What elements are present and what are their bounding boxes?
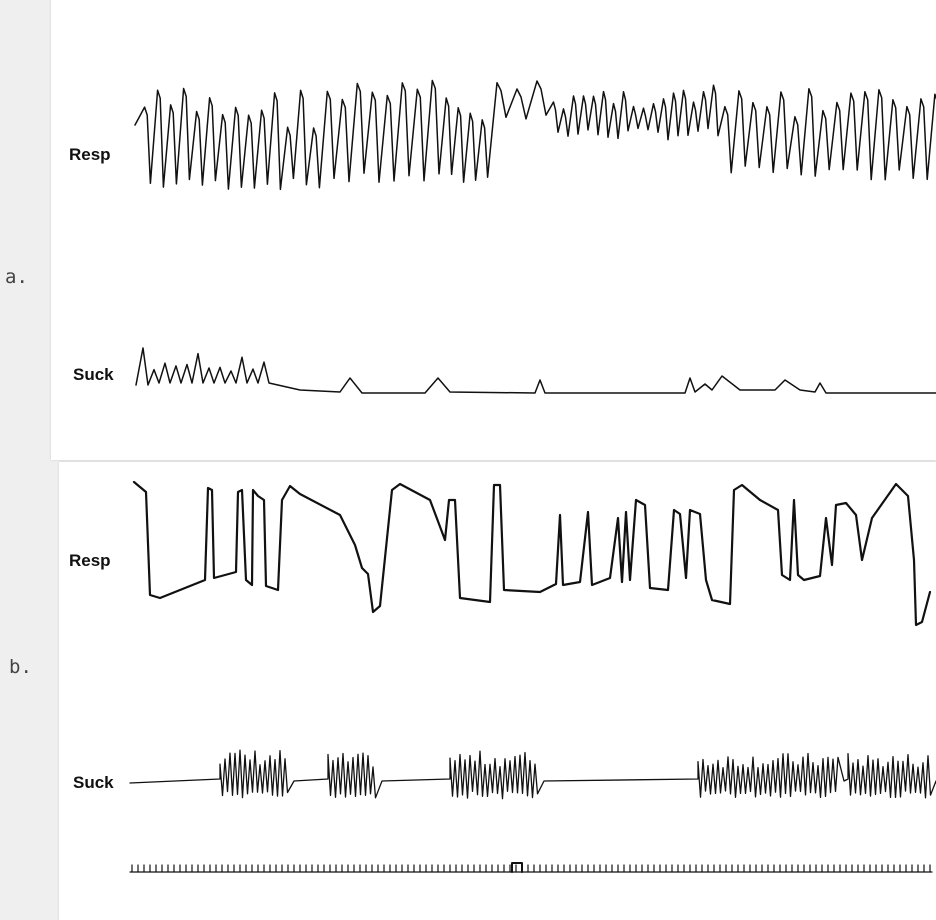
panel-a-suck-label: Suck bbox=[73, 365, 114, 384]
time-marker-ticks bbox=[129, 864, 933, 873]
panel-a-suck-trace bbox=[135, 347, 936, 394]
panel-b-resp-trace bbox=[132, 480, 932, 627]
panel-a-resp-trace bbox=[134, 79, 936, 191]
panel-b bbox=[59, 462, 936, 920]
panel-b-resp-label: Resp bbox=[69, 551, 111, 570]
panel-b-letter: b. bbox=[9, 656, 32, 678]
panel-a-letter: a. bbox=[5, 266, 28, 288]
panel-a-resp-label: Resp bbox=[69, 145, 111, 164]
panel-a bbox=[51, 0, 936, 460]
panel-b-suck-trace bbox=[129, 749, 936, 800]
time-event-marker bbox=[511, 862, 523, 873]
panel-b-suck-label: Suck bbox=[73, 773, 114, 792]
